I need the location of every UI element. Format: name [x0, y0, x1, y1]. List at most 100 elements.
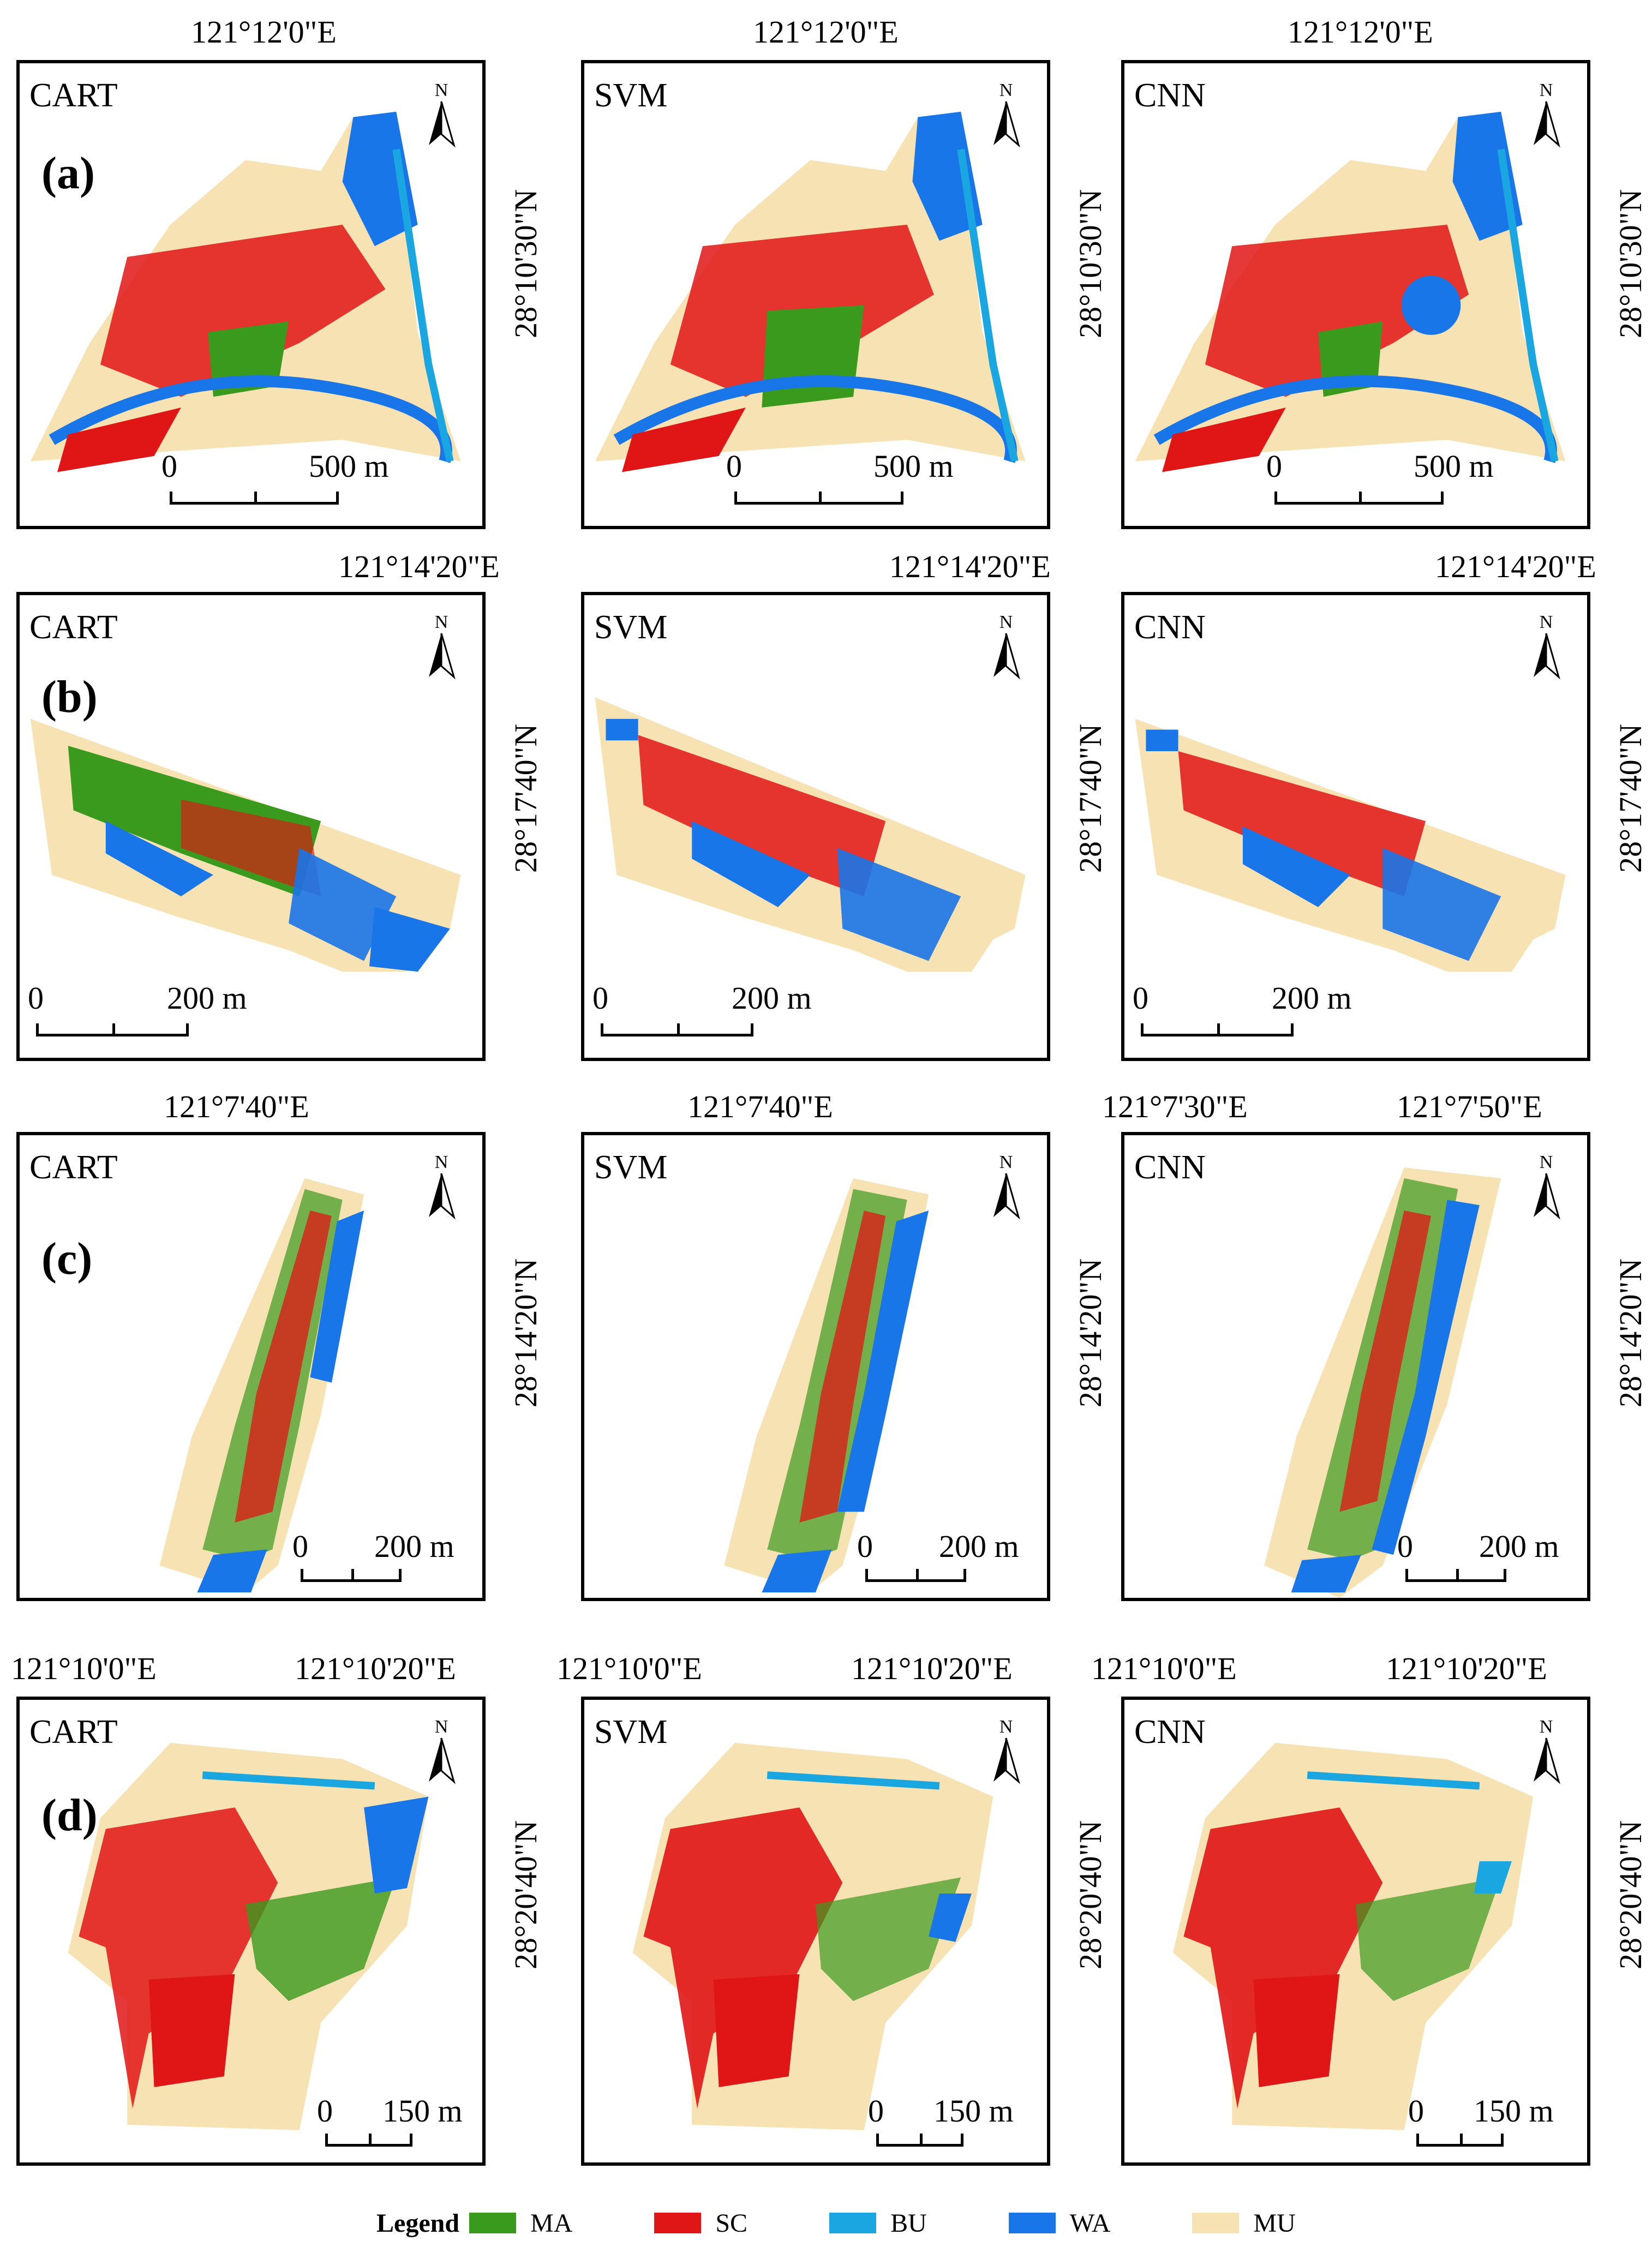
north-label: N [435, 612, 448, 632]
scale-bar [36, 1023, 189, 1036]
scale-value: 150 m [382, 2093, 463, 2129]
north-label: N [1540, 1152, 1553, 1172]
north-label: N [435, 80, 448, 100]
lon-label: 121°10'0"E [11, 1651, 157, 1686]
map-panel-b-cnn[interactable]: CNN N 0 200 m [1121, 592, 1590, 1061]
north-label: N [999, 1152, 1013, 1172]
lon-label: 121°10'0"E [1091, 1651, 1237, 1686]
panel-label: (d) [41, 1790, 98, 1841]
legend: Legend MA SC BU WA MU [376, 2204, 1378, 2242]
lat-label: 28°10'30"N [1073, 189, 1108, 338]
classification-map [68, 1742, 429, 2130]
classification-map [1172, 1742, 1534, 2130]
scale-value: 500 m [309, 448, 389, 484]
map-panel-a-cart[interactable]: CART (a) N 0 500 m [16, 60, 486, 529]
method-label: CNN [1134, 77, 1206, 114]
north-arrow-icon: N [1534, 1717, 1560, 1784]
classification-map [30, 718, 461, 972]
lon-label: 121°12'0"E [753, 14, 899, 50]
scale-bar [1405, 1569, 1506, 1582]
lon-label: 121°7'30"E [1102, 1089, 1248, 1124]
scale-zero: 0 [28, 980, 44, 1016]
lon-label: 121°12'0"E [191, 14, 337, 50]
north-arrow-icon: N [1534, 80, 1560, 148]
north-arrow-icon: N [429, 1717, 456, 1784]
lat-label: 28°20'40"N [1613, 1820, 1648, 1969]
scale-value: 150 m [1474, 2093, 1554, 2129]
scale-zero: 0 [1408, 2093, 1424, 2129]
scale-bar [301, 1569, 402, 1582]
method-label: CNN [1134, 1149, 1206, 1186]
classification-map [1135, 718, 1566, 972]
north-label: N [999, 80, 1013, 100]
map-panel-a-svm[interactable]: SVM N 0 500 m [581, 60, 1050, 529]
lon-label: 121°14'20"E [889, 549, 1051, 584]
classification-map [1264, 1167, 1501, 1598]
legend-item-sc: SC [654, 2208, 747, 2238]
method-label: SVM [594, 1149, 668, 1186]
method-label: SVM [594, 77, 668, 114]
scale-bar [876, 2134, 963, 2147]
lat-label: 28°17'40"N [508, 723, 543, 873]
lon-label: 121°14'20"E [1435, 549, 1596, 584]
legend-swatch [469, 2213, 517, 2233]
scale-value: 150 m [933, 2093, 1014, 2129]
legend-label: MU [1253, 2208, 1296, 2238]
lat-label: 28°14'20"N [508, 1258, 543, 1407]
lon-label: 121°14'20"E [338, 549, 500, 584]
map-panel-b-cart[interactable]: CART (b) N 0 200 m [16, 592, 486, 1061]
legend-label: WA [1069, 2208, 1111, 2238]
map-panel-d-svm[interactable]: SVM N 0 150 m [581, 1697, 1050, 2166]
classification-map [632, 1742, 993, 2130]
legend-item-mu: MU [1192, 2208, 1296, 2238]
map-panel-b-svm[interactable]: SVM N 0 200 m [581, 592, 1050, 1061]
north-arrow-icon: N [429, 1152, 456, 1220]
scale-bar [1416, 2134, 1504, 2147]
lat-label: 28°20'40"N [1073, 1820, 1108, 1969]
scale-value: 200 m [1479, 1529, 1559, 1564]
north-label: N [435, 1717, 448, 1737]
lon-label: 121°10'0"E [556, 1651, 702, 1686]
map-panel-c-cnn[interactable]: CNN N 0 200 m [1121, 1132, 1590, 1601]
lon-label: 121°7'40"E [687, 1089, 833, 1124]
scale-value: 200 m [374, 1529, 454, 1564]
map-panel-c-cart[interactable]: CART (c) N 0 200 m [16, 1132, 486, 1601]
lon-label: 121°10'20"E [851, 1651, 1013, 1686]
method-label: CNN [1134, 1713, 1206, 1751]
north-arrow-icon: N [993, 1152, 1020, 1220]
method-label: CNN [1134, 609, 1206, 646]
scale-bar [1274, 492, 1444, 505]
north-label: N [1540, 80, 1553, 100]
map-panel-a-cnn[interactable]: CNN N 0 500 m [1121, 60, 1590, 529]
method-label: CART [29, 77, 118, 114]
lon-label: 121°10'20"E [1386, 1651, 1547, 1686]
north-label: N [1540, 612, 1553, 632]
legend-swatch [1192, 2213, 1240, 2233]
scale-zero: 0 [292, 1529, 308, 1564]
north-arrow-icon: N [1534, 612, 1560, 680]
scale-bar [1141, 1023, 1294, 1036]
scale-bar [734, 492, 903, 505]
legend-item-wa: WA [1008, 2208, 1111, 2238]
classification-map [595, 697, 1026, 972]
lon-label: 121°7'50"E [1397, 1089, 1542, 1124]
legend-swatch [829, 2213, 877, 2233]
method-label: SVM [594, 1713, 668, 1751]
scale-zero: 0 [161, 448, 177, 484]
lat-label: 28°14'20"N [1613, 1258, 1648, 1407]
scale-value: 200 m [167, 980, 247, 1016]
north-label: N [999, 1717, 1013, 1737]
north-label: N [1540, 1717, 1553, 1737]
method-label: CART [29, 609, 118, 646]
map-panel-d-cnn[interactable]: CNN N 0 150 m [1121, 1697, 1590, 2166]
legend-swatch [1008, 2213, 1056, 2233]
map-panel-c-svm[interactable]: SVM N 0 200 m [581, 1132, 1050, 1601]
lon-label: 121°10'20"E [295, 1651, 456, 1686]
classification-map [724, 1178, 929, 1593]
method-label: SVM [594, 609, 668, 646]
legend-swatch [654, 2213, 702, 2233]
scale-zero: 0 [592, 980, 608, 1016]
scale-zero: 0 [857, 1529, 873, 1564]
method-label: CART [29, 1149, 118, 1186]
map-panel-d-cart[interactable]: CART (d) N 0 150 m [16, 1697, 486, 2166]
